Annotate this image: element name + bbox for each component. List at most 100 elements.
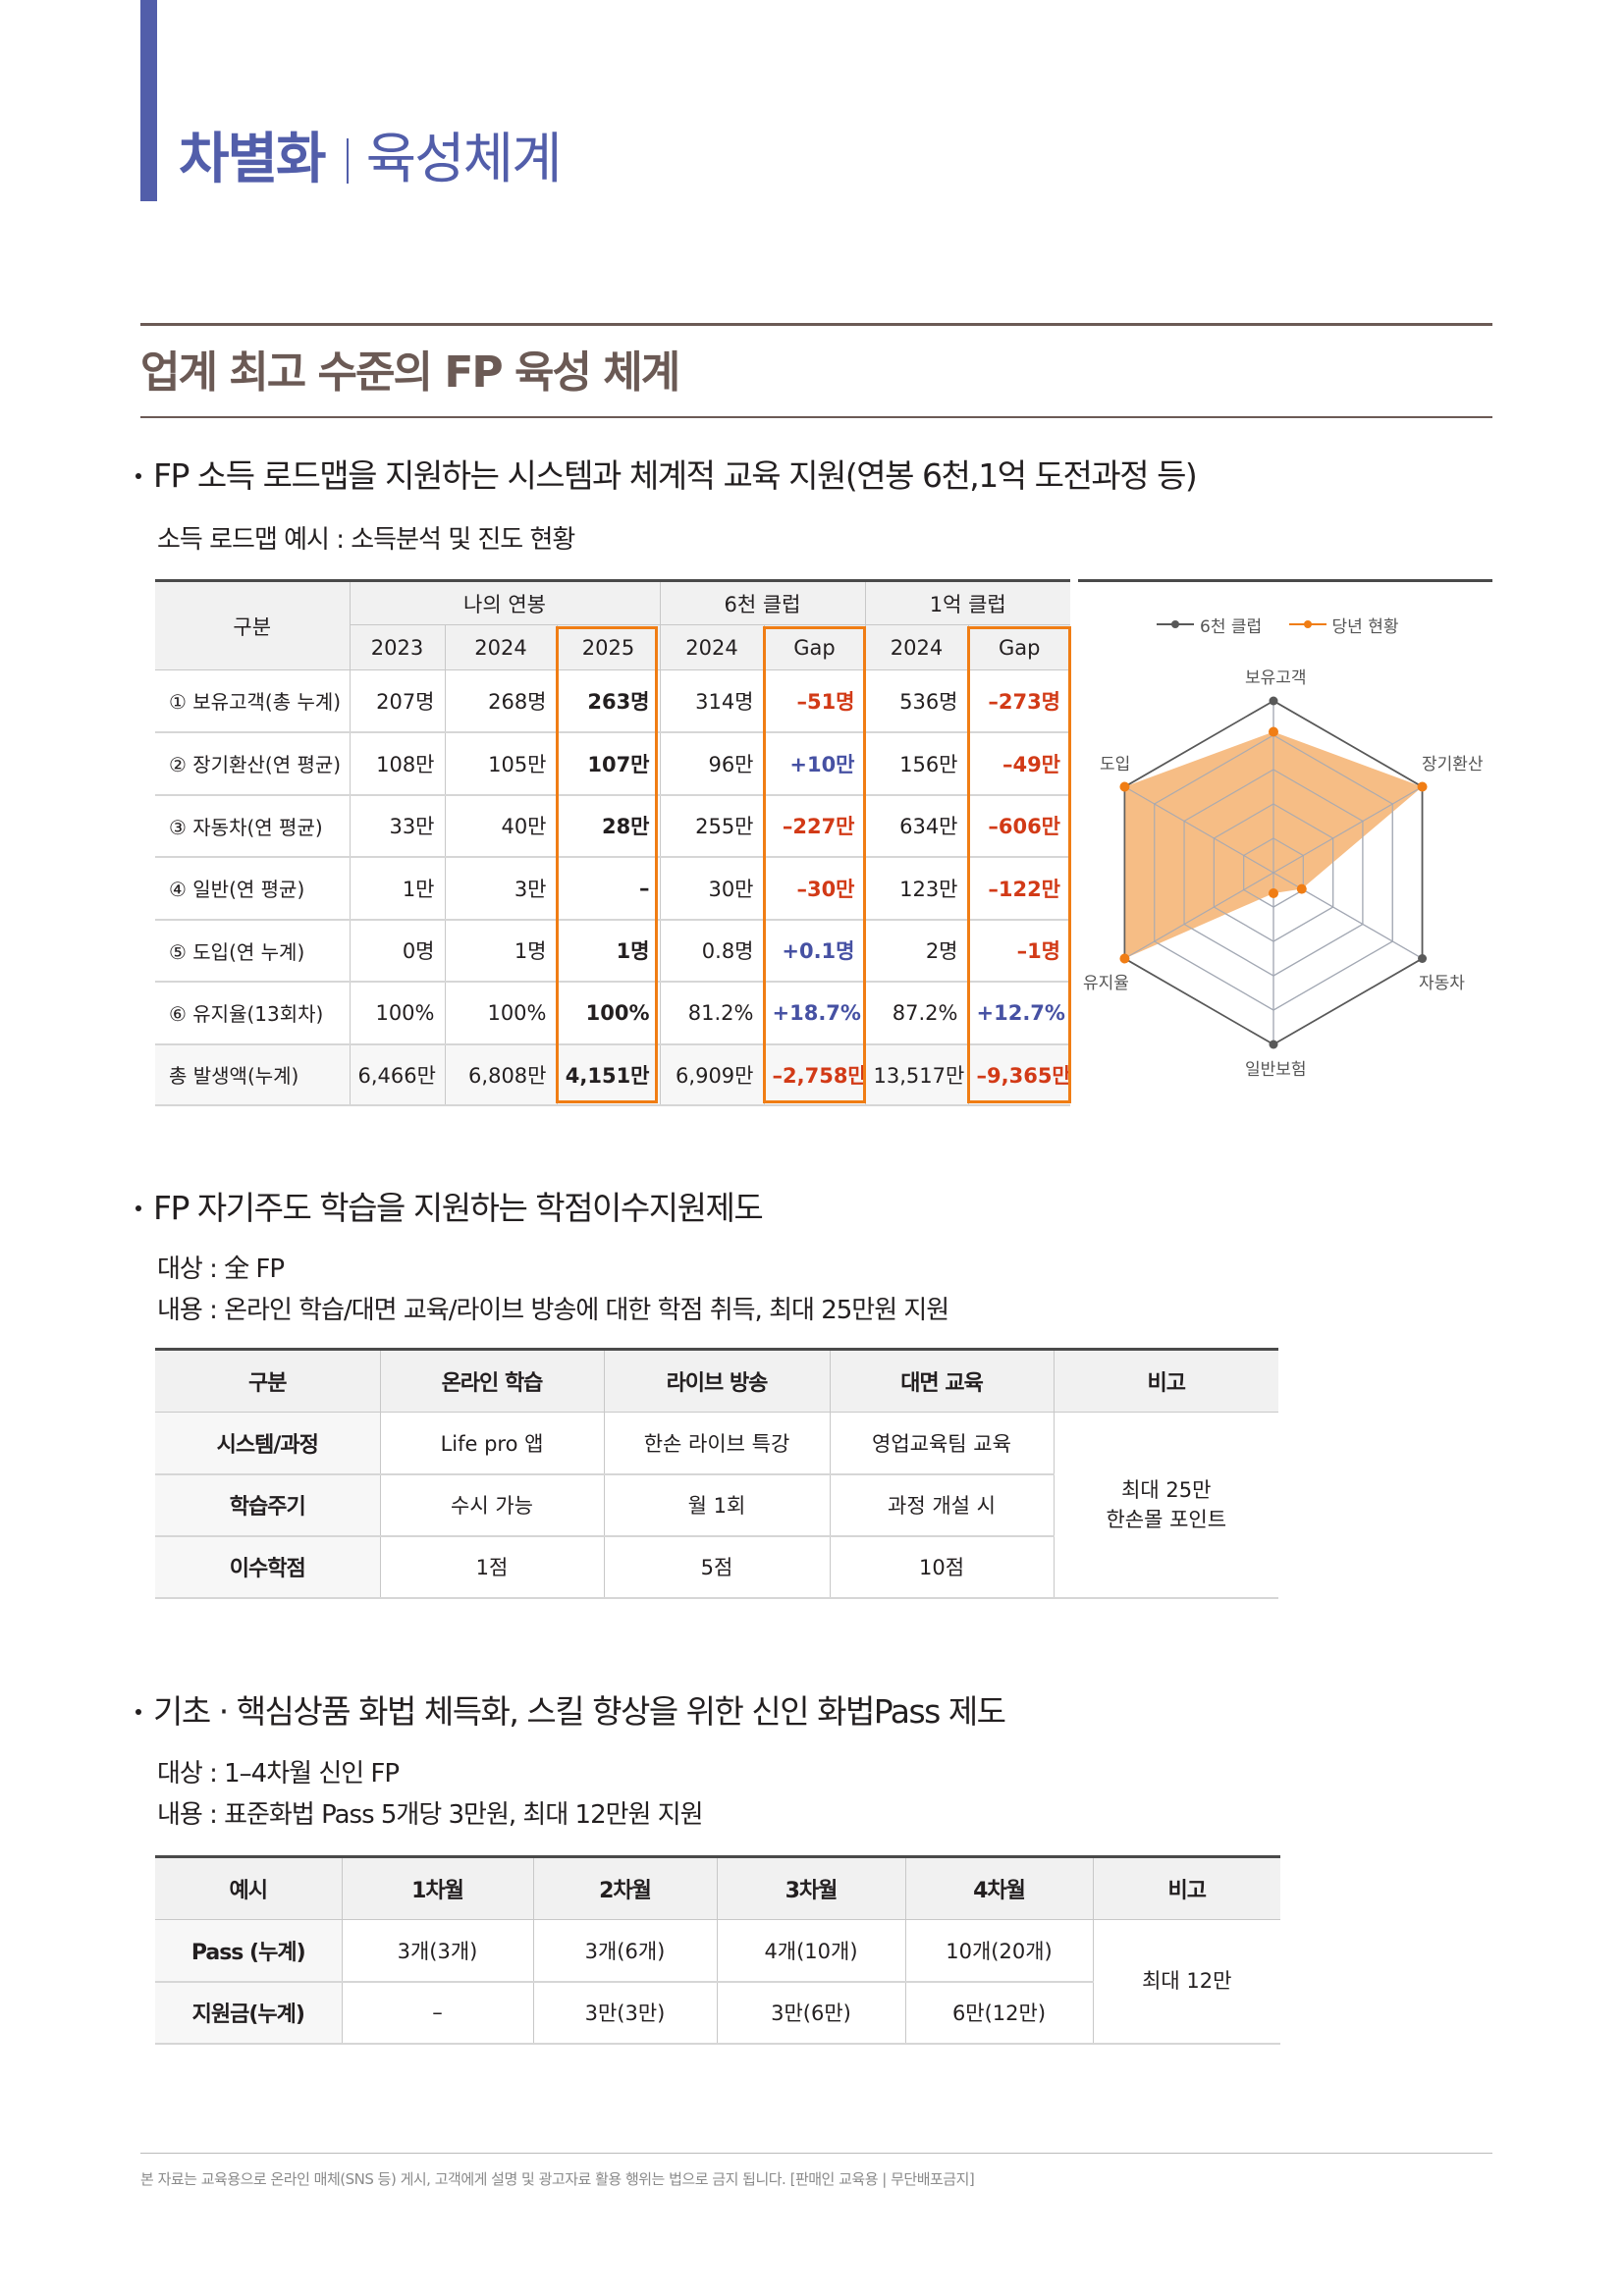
section-bottom-rule (140, 416, 1492, 418)
cell-gap: –273명 (968, 669, 1070, 733)
cell: – (342, 1981, 534, 2045)
cell: 13,517만 (865, 1043, 969, 1106)
bullet-income-roadmap: FP 소득 로드맵을 지원하는 시스템과 체계적 교육 지원(연봉 6천,1억 … (135, 454, 1198, 498)
cell: 수시 가능 (380, 1473, 605, 1537)
cell: 100% (350, 981, 446, 1045)
cell-gap: –122만 (968, 856, 1070, 921)
cell: 634만 (865, 794, 969, 858)
row-label: 이수학점 (155, 1535, 381, 1599)
row-label: ③ 자동차(연 평균) (155, 794, 351, 858)
cell: 207명 (350, 669, 446, 733)
table-row: 지원금(누계) – 3만(3만) 3만(6만) 6만(12만) (155, 1981, 1280, 2045)
bullet-text: FP 소득 로드맵을 지원하는 시스템과 체계적 교육 지원(연봉 6천,1억 … (153, 456, 1198, 495)
cell: 81.2% (660, 981, 765, 1045)
header-note: 비고 (1093, 1856, 1280, 1920)
cell: 314명 (660, 669, 765, 733)
row-label: ① 보유고객(총 누계) (155, 669, 351, 733)
header-100m-gap: Gap (968, 624, 1070, 670)
header-offline: 대면 교육 (830, 1349, 1055, 1413)
cell: 87.2% (865, 981, 969, 1045)
table-row-total: 총 발생액(누계) 6,466만 6,808만 4,151만 6,909만 –2… (155, 1043, 1070, 1106)
cell-gap: +18.7% (764, 981, 866, 1045)
table-row: ⑤ 도입(연 누계) 0명 1명 1명 0.8명 +0.1명 2명 –1명 (155, 919, 1070, 983)
chart-top-rule (1078, 579, 1492, 582)
cell: 100% (445, 981, 558, 1045)
cell-current: 4,151만 (557, 1043, 661, 1106)
pass-content: 내용 : 표준화법 Pass 5개당 3만원, 최대 12만원 지원 (157, 1800, 704, 1830)
legend-line-marker-icon (1157, 620, 1194, 628)
row-label: ⑤ 도입(연 누계) (155, 919, 351, 983)
cell: 0명 (350, 919, 446, 983)
row-label: ④ 일반(연 평균) (155, 856, 351, 921)
legend-item-current: 당년 현황 (1288, 613, 1399, 637)
header-100m-club: 1억 클럽 (865, 580, 1070, 625)
cell: 10점 (830, 1535, 1054, 1599)
cell: 96만 (660, 731, 765, 796)
row-label: 학습주기 (155, 1473, 381, 1537)
header-2023: 2023 (350, 624, 446, 670)
cell-gap: +10만 (764, 731, 866, 796)
radar-chart (1119, 696, 1428, 1049)
cell: 6,808만 (445, 1043, 558, 1106)
table-row: ⑥ 유지율(13회차) 100% 100% 100% 81.2% +18.7% … (155, 981, 1070, 1045)
cell: 한손 라이브 특강 (604, 1412, 831, 1475)
page-title: 차별화 육성체계 (179, 126, 563, 194)
cell: 0.8명 (660, 919, 765, 983)
header-2024: 2024 (445, 624, 558, 670)
legend-item-6000-club: 6천 클럽 (1157, 613, 1262, 637)
cell-gap: –227만 (764, 794, 866, 858)
cell: 1만 (350, 856, 446, 921)
cell: 268명 (445, 669, 558, 733)
row-label: ⑥ 유지율(13회차) (155, 981, 351, 1045)
cell: 1점 (380, 1535, 605, 1599)
table-row: ② 장기환산(연 평균) 108만 105만 107만 96만 +10만 156… (155, 731, 1070, 796)
cell: 156만 (865, 731, 969, 796)
legend-line-marker-icon (1288, 620, 1326, 628)
cell-gap: –2,758만 (764, 1043, 866, 1106)
pass-target: 대상 : 1–4차월 신인 FP (157, 1759, 400, 1789)
bullet-credit-system: FP 자기주도 학습을 지원하는 학점이수지원제도 (135, 1187, 764, 1230)
cell-gap: –9,365만 (968, 1043, 1070, 1106)
pass-table: 예시 1차월 2차월 3차월 4차월 비고 Pass (누계) 3개(3개) 3… (155, 1855, 1280, 2045)
cell-gap: –51명 (764, 669, 866, 733)
cell: 108만 (350, 731, 446, 796)
cell: 536명 (865, 669, 969, 733)
cell: 255만 (660, 794, 765, 858)
cell: 5점 (604, 1535, 831, 1599)
cell-gap: –1명 (968, 919, 1070, 983)
cell: 3개(3개) (342, 1919, 534, 1983)
cell: 6,466만 (350, 1043, 446, 1106)
header-month-1: 1차월 (342, 1856, 534, 1920)
cell-gap: –49만 (968, 731, 1070, 796)
cell: 1명 (445, 919, 558, 983)
section-top-rule (140, 323, 1492, 326)
cell-gap: +0.1명 (764, 919, 866, 983)
axis-label-auto: 자동차 (1419, 974, 1465, 993)
cell-current: 28만 (557, 794, 661, 858)
chart-legend: 6천 클럽 당년 현황 (1157, 611, 1421, 637)
cell: 30만 (660, 856, 765, 921)
cell-current: 107만 (557, 731, 661, 796)
header-category: 구분 (155, 580, 351, 670)
table-row: ④ 일반(연 평균) 1만 3만 – 30만 –30만 123만 –122만 (155, 856, 1070, 921)
title-divider (346, 138, 349, 184)
header-note: 비고 (1054, 1349, 1278, 1413)
credit-content: 내용 : 온라인 학습/대면 교육/라이브 방송에 대한 학점 취득, 최대 2… (157, 1296, 949, 1325)
header-category: 구분 (155, 1349, 381, 1413)
footer-divider (140, 2153, 1492, 2154)
header-2025: 2025 (557, 624, 661, 670)
cell: 105만 (445, 731, 558, 796)
header-6000-gap: Gap (764, 624, 866, 670)
roadmap-subtitle: 소득 로드맵 예시 : 소득분석 및 진도 현황 (157, 525, 575, 555)
cell-current: – (557, 856, 661, 921)
header-example: 예시 (155, 1856, 343, 1920)
cell-gap: +12.7% (968, 981, 1070, 1045)
cell: 월 1회 (604, 1473, 831, 1537)
bullet-text: FP 자기주도 학습을 지원하는 학점이수지원제도 (153, 1189, 764, 1227)
header-100m-2024: 2024 (865, 624, 969, 670)
cell: 3만 (445, 856, 558, 921)
bullet-dot-icon (135, 472, 141, 479)
table-row: 이수학점 1점 5점 10점 (155, 1535, 1278, 1599)
cell: 과정 개설 시 (830, 1473, 1054, 1537)
accent-bar (140, 0, 157, 201)
